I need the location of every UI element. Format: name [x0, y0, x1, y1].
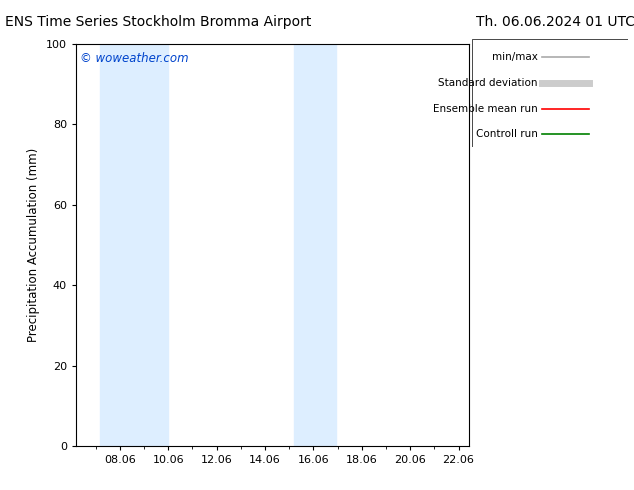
Text: © woweather.com: © woweather.com — [80, 52, 189, 65]
Y-axis label: Precipitation Accumulation (mm): Precipitation Accumulation (mm) — [27, 148, 41, 342]
Text: Controll run: Controll run — [476, 129, 538, 139]
Text: Standard deviation: Standard deviation — [438, 78, 538, 88]
Bar — [100, 44, 168, 446]
Text: min/max: min/max — [492, 52, 538, 62]
FancyBboxPatch shape — [472, 39, 628, 147]
Bar — [294, 44, 336, 446]
Text: Ensemble mean run: Ensemble mean run — [433, 103, 538, 114]
Text: Th. 06.06.2024 01 UTC: Th. 06.06.2024 01 UTC — [476, 15, 634, 29]
Text: ENS Time Series Stockholm Bromma Airport: ENS Time Series Stockholm Bromma Airport — [5, 15, 312, 29]
